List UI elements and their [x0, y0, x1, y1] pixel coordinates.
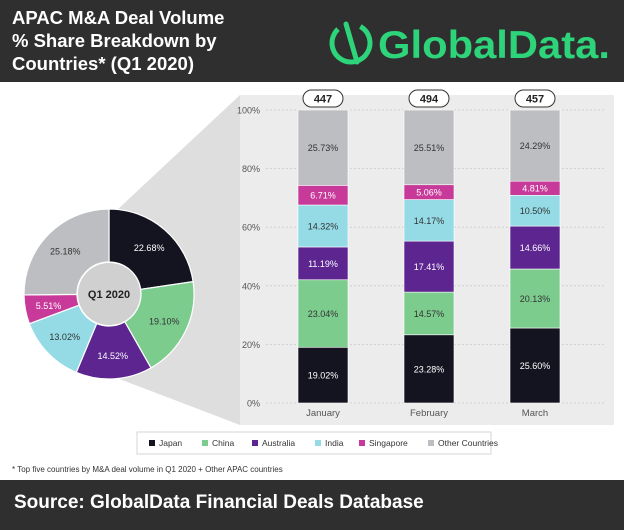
data-label: 4.81% [522, 184, 548, 194]
legend-swatch-other-countries [428, 440, 434, 446]
pie-center-label: Q1 2020 [88, 289, 130, 301]
data-label: 23.28% [414, 364, 445, 374]
legend-label-other-countries: Other Countries [438, 438, 498, 448]
bar-japan-february [403, 334, 455, 404]
total-label: 457 [526, 94, 544, 106]
bar-other-countries-january [297, 109, 349, 186]
total-badge [514, 89, 556, 108]
y-tick-label: 0% [247, 399, 260, 409]
legend-swatch-japan [149, 440, 155, 446]
x-tick-label: January [306, 408, 340, 419]
data-label: 14.17% [414, 216, 445, 226]
legend-swatch-india [315, 440, 321, 446]
bar-china-march [509, 268, 561, 329]
bar-australia-march [509, 225, 561, 270]
legend-label-singapore: Singapore [369, 438, 408, 448]
total-badge [408, 89, 450, 108]
legend-swatch-australia [252, 440, 258, 446]
chart-title: APAC M&A Deal Volume % Share Breakdown b… [12, 6, 312, 75]
data-label: 5.06% [416, 188, 442, 198]
bar-india-january [297, 204, 349, 248]
data-label: 14.57% [414, 309, 445, 319]
bar-india-february [403, 199, 455, 242]
y-tick-label: 80% [242, 164, 260, 174]
y-tick-label: 100% [237, 106, 260, 116]
y-tick-label: 20% [242, 340, 260, 350]
source-text: Source: GlobalData Financial Deals Datab… [14, 492, 424, 513]
pie-label: 22.68% [134, 243, 165, 253]
bar-china-january [297, 279, 349, 348]
legend-label-china: China [212, 438, 234, 448]
title-line-1: APAC M&A Deal Volume [12, 7, 225, 28]
bar-australia-january [297, 246, 349, 281]
data-label: 6.71% [310, 191, 336, 201]
bar-china-february [403, 291, 455, 336]
globaldata-logo: GlobalData. [329, 21, 610, 67]
x-tick-label: February [410, 408, 448, 419]
pie-label: 5.51% [36, 301, 62, 311]
globaldata-logo-text: GlobalData. [378, 24, 610, 67]
bar-india-march [509, 194, 561, 227]
pie-label: 13.02% [49, 332, 80, 342]
data-label: 24.29% [520, 141, 551, 151]
chart-area: 0% 20% 40% 60% 80% 100% 19.02% 23.04% 11.19% 14.3… [23, 89, 614, 455]
legend-label-australia: Australia [262, 438, 295, 448]
pie-slice-other-countries [23, 208, 110, 296]
legend-label-japan: Japan [159, 438, 182, 448]
pie-slice-china [123, 280, 195, 369]
footer-banner: Source: GlobalData Financial Deals Datab… [0, 480, 624, 530]
legend-label-india: India [325, 438, 344, 448]
total-label: 494 [420, 94, 439, 106]
globaldata-logo-icon [329, 21, 373, 65]
data-label: 25.73% [308, 143, 339, 153]
y-tick-label: 60% [242, 223, 260, 233]
data-label: 14.32% [308, 221, 339, 231]
pie-label: 14.52% [97, 351, 128, 361]
pie-label: 25.18% [50, 246, 81, 256]
data-label: 10.50% [520, 206, 551, 216]
data-label: 17.41% [414, 262, 445, 272]
title-line-2: % Share Breakdown by [12, 30, 217, 51]
data-label: 19.02% [308, 371, 339, 381]
bar-australia-february [403, 240, 455, 293]
total-badge [302, 89, 344, 108]
total-label: 447 [314, 94, 332, 106]
pie-label: 19.10% [149, 316, 180, 326]
title-line-3: Countries* (Q1 2020) [12, 53, 194, 74]
data-label: 11.19% [308, 259, 338, 269]
legend: Japan China Australia India Singapore Other C… [136, 431, 498, 455]
data-label: 14.66% [520, 243, 551, 253]
bar-other-countries-february [403, 109, 455, 186]
footnote: * Top five countries by M&A deal volume … [12, 465, 283, 474]
data-label: 20.13% [520, 294, 551, 304]
header-banner: APAC M&A Deal Volume % Share Breakdown b… [0, 0, 624, 82]
data-label: 25.51% [414, 143, 445, 153]
legend-swatch-china [202, 440, 208, 446]
data-label: 23.04% [308, 309, 339, 319]
legend-swatch-singapore [359, 440, 365, 446]
y-tick-label: 40% [242, 281, 260, 291]
x-tick-label: March [522, 408, 548, 419]
pie-slice-japan [108, 208, 194, 291]
legend-box [136, 431, 492, 455]
bar-other-countries-march [509, 109, 561, 182]
pie-center [78, 263, 140, 325]
data-label: 25.60% [520, 361, 551, 371]
bar-japan-march [509, 327, 561, 404]
